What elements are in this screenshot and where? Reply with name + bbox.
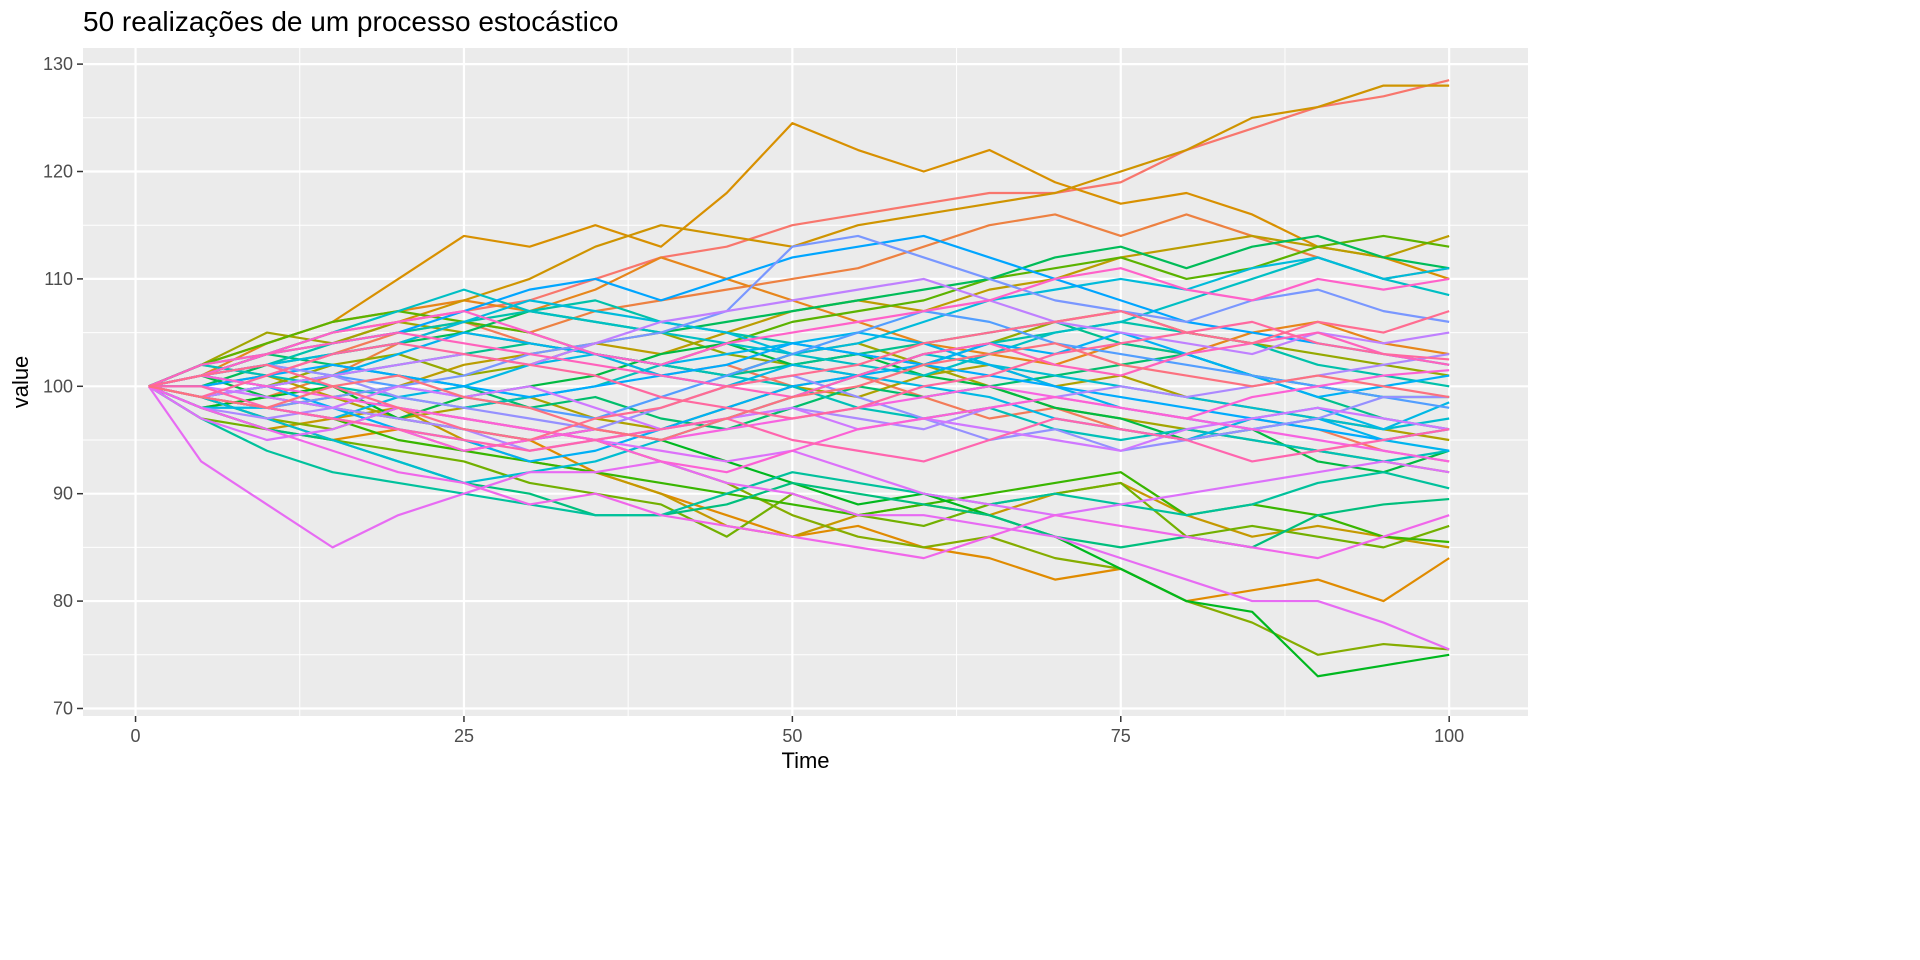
x-tick-label: 0 (131, 726, 141, 746)
x-tick-label: 25 (454, 726, 474, 746)
y-axis-label: value (8, 356, 33, 409)
series-line-49 (148, 310, 1450, 442)
series-line-47 (148, 385, 1450, 463)
series-line-42 (148, 385, 1450, 560)
series-line-23 (148, 385, 1450, 517)
series-line-15 (148, 234, 1450, 388)
series-line-38 (148, 277, 1450, 399)
x-tick-label: 100 (1434, 726, 1464, 746)
chart-title: 50 realizações de um processo estocástic… (83, 6, 619, 37)
series-line-44 (148, 369, 1450, 474)
series-lines (147, 79, 1450, 678)
series-line-6 (148, 122, 1450, 388)
y-tick-label: 120 (43, 162, 73, 182)
x-axis-label: Time (781, 748, 829, 773)
series-line-3 (148, 213, 1450, 409)
y-tick-label: 130 (43, 54, 73, 74)
series-line-48 (148, 320, 1450, 420)
series-line-45 (148, 267, 1450, 388)
y-tick-label: 80 (53, 591, 73, 611)
series-line-34 (148, 310, 1450, 420)
y-tick-label: 100 (43, 376, 73, 396)
series-line-32 (148, 342, 1450, 442)
series-line-41 (147, 385, 1450, 651)
x-tick-label: 50 (782, 726, 802, 746)
series-line-31 (148, 331, 1450, 463)
x-tick-label: 75 (1111, 726, 1131, 746)
series-line-50 (148, 342, 1450, 442)
y-tick-label: 70 (53, 698, 73, 718)
y-tick-label: 90 (53, 484, 73, 504)
y-tick-label: 110 (44, 269, 73, 289)
axes: 0 25 50 75 100 70 80 90 100 110 120 130 (43, 54, 1464, 746)
